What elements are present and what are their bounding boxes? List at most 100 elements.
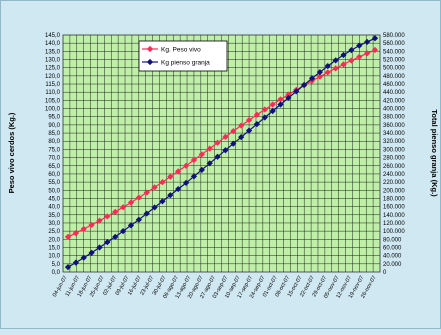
right-tick-label: 200.000	[383, 188, 405, 194]
right-tick-label: 120.000	[383, 221, 405, 227]
legend: Kg. Peso vivo Kg pienso granja	[138, 40, 228, 72]
right-tick-label: 240.000	[383, 172, 405, 178]
series-1-point	[151, 204, 158, 211]
series-0-point	[222, 133, 229, 140]
series-1-point	[119, 228, 127, 235]
left-tick-label: 90,0	[48, 123, 60, 129]
right-tick-label: 420.000	[383, 98, 405, 104]
series-line-0	[67, 49, 376, 238]
left-tick-label: 25,0	[48, 229, 60, 235]
left-tick-label: 140,0	[45, 41, 61, 47]
series-0-point	[88, 221, 95, 229]
right-tick-label: 280.000	[383, 156, 405, 162]
right-tick-label: 160.000	[383, 205, 405, 211]
left-tick-label: 35,0	[48, 213, 60, 219]
right-tick-label: 140.000	[383, 213, 405, 219]
legend-marker-peso	[146, 45, 154, 53]
left-axis-ticks: 0,0 5,0 10,0 15,0 20,0 25,0 30,0 35,0 40,0 45,0 50…	[45, 33, 61, 276]
right-tick-label: 0	[383, 270, 387, 276]
right-tick-label: 180.000	[383, 196, 405, 202]
right-axis-ticks: 0 20.000 40.000 60.000 80.000 100.000 120.000 1…	[383, 33, 405, 276]
right-tick-label: 460.000	[383, 82, 405, 88]
right-tick-label: 260.000	[383, 164, 405, 170]
right-tick-label: 360.000	[383, 123, 405, 129]
right-tick-label: 480.000	[383, 74, 405, 80]
left-tick-label: 10,0	[48, 254, 60, 260]
left-tick-label: 120,0	[45, 74, 61, 80]
right-tick-label: 320.000	[383, 139, 405, 145]
right-tick-label: 20.000	[383, 262, 402, 268]
right-tick-label: 520.000	[383, 58, 405, 64]
left-tick-label: 125,0	[45, 66, 61, 72]
right-tick-label: 500.000	[383, 66, 405, 72]
series-0-point	[238, 122, 245, 129]
series-1-point	[127, 222, 135, 229]
legend-box	[138, 40, 228, 72]
series-1-point	[245, 127, 253, 134]
series-1-point	[88, 249, 95, 256]
left-tick-label: 60,0	[48, 172, 60, 178]
left-tick-label: 15,0	[48, 245, 60, 251]
left-tick-label: 145,0	[45, 33, 61, 39]
left-tick-label: 30,0	[48, 221, 60, 227]
series-0-point	[143, 189, 150, 196]
left-tick-label: 100,0	[45, 107, 61, 113]
right-tick-label: 40.000	[383, 254, 402, 260]
left-tick-label: 75,0	[48, 147, 60, 153]
left-tick-label: 130,0	[45, 58, 61, 64]
series-0-point	[72, 229, 79, 237]
series-1-point	[143, 210, 150, 217]
series-1-point	[175, 185, 182, 193]
x-axis-ticks: 04-jun-0711-jun-0718-jun-0725-jun-0702-j…	[52, 275, 378, 300]
left-tick-label: 135,0	[45, 49, 61, 55]
series-1-point	[230, 140, 237, 147]
left-tick-label: 110,0	[45, 90, 60, 96]
legend-marker-pienso	[146, 58, 154, 66]
series-0-point	[198, 151, 205, 158]
series-0-point	[80, 225, 87, 233]
series-0-point	[175, 168, 182, 175]
left-tick-label: 40,0	[48, 205, 60, 211]
series-1-point	[222, 147, 229, 154]
series-1-point	[206, 160, 213, 167]
left-tick-label: 115,0	[45, 82, 60, 88]
series-0-point	[104, 213, 111, 220]
right-tick-label: 300.000	[383, 147, 405, 153]
series-1-point	[80, 254, 87, 261]
series-1-point	[104, 239, 111, 246]
right-tick-label: 80.000	[383, 237, 402, 243]
left-tick-label: 20,0	[48, 237, 60, 243]
right-tick-label: 400.000	[383, 107, 405, 113]
left-tick-label: 85,0	[48, 131, 60, 137]
series-1-point	[96, 244, 103, 251]
left-tick-label: 70,0	[48, 156, 60, 162]
series-0-point	[167, 173, 174, 180]
gridlines	[63, 35, 380, 272]
series-0-point	[245, 117, 253, 124]
right-tick-label: 540.000	[383, 49, 405, 55]
left-tick-label: 45,0	[48, 196, 60, 202]
series-1-point	[190, 173, 198, 180]
left-tick-label: 95,0	[48, 115, 60, 121]
series-0-point	[190, 156, 198, 164]
right-tick-label: 580.000	[383, 33, 405, 39]
left-tick-label: 65,0	[48, 164, 60, 170]
left-tick-label: 80,0	[48, 139, 60, 145]
legend-label-peso: Kg. Peso vivo	[161, 47, 201, 54]
left-tick-label: 50,0	[48, 188, 60, 194]
right-tick-label: 60.000	[383, 245, 402, 251]
series-1-point	[159, 198, 166, 205]
left-tick-label: 0,0	[52, 270, 61, 276]
left-tick-label: 5,0	[52, 262, 61, 268]
series-0-point	[230, 127, 237, 135]
series-0-point	[127, 199, 135, 206]
series-1-point	[238, 134, 245, 141]
right-tick-label: 560.000	[383, 41, 405, 47]
series-0-point	[112, 208, 119, 215]
legend-label-pienso: Kg pienso granja	[161, 60, 210, 67]
series-0-point	[214, 139, 221, 146]
right-tick-label: 440.000	[383, 90, 405, 96]
right-tick-label: 220.000	[383, 180, 405, 186]
right-tick-label: 100.000	[383, 229, 405, 235]
